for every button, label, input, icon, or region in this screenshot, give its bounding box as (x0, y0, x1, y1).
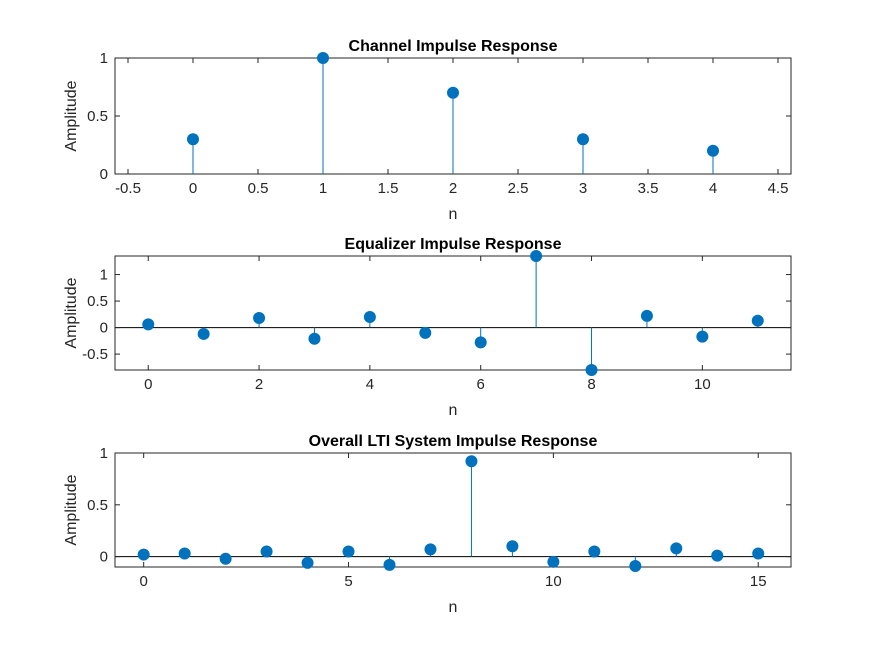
x-axis-label: n (449, 206, 458, 223)
y-tick-label: 0.5 (87, 497, 108, 514)
stem-marker (588, 545, 601, 558)
stem-marker (142, 318, 155, 331)
stem-marker (707, 144, 719, 157)
y-tick-label: 1 (100, 445, 108, 462)
chart-title: Overall LTI System Impulse Response (309, 433, 598, 450)
stem-marker (178, 547, 191, 560)
stem-marker (419, 326, 432, 339)
stem-marker (363, 310, 376, 323)
x-tick-label: 2 (449, 180, 457, 197)
subplot-3: 0 5 10 15 0 0.5 1 Overall LTI System Impulse Re… (63, 433, 792, 616)
stem-marker (424, 543, 437, 556)
stem-marker (629, 559, 642, 572)
x-tick-label: 5 (344, 573, 352, 590)
stem-marker (585, 364, 598, 376)
stem-marker (187, 133, 199, 146)
x-tick-label: 6 (477, 376, 485, 393)
y-tick-label: 0 (100, 166, 108, 183)
y-tick-label: -0.5 (82, 346, 108, 363)
stem-marker (696, 330, 709, 343)
stem-marker (577, 133, 589, 146)
stem-marker (219, 552, 232, 565)
stem-marker (506, 540, 519, 553)
stem-marker (342, 545, 355, 558)
x-tick-label: 1 (319, 180, 327, 197)
stem-marker (317, 52, 329, 64)
stem-marker (383, 558, 396, 571)
chart-title: Equalizer Impulse Response (345, 236, 562, 253)
x-tick-label: 1.5 (378, 180, 399, 197)
stem-marker (751, 314, 764, 327)
x-tick-label: 4 (709, 180, 717, 197)
subplot-1: -0.5 0 0.5 1 1.5 2 2.5 3 3.5 4 4.5 0 0.5 1 Channel Imp… (63, 38, 792, 223)
stem-marker (711, 549, 724, 562)
y-tick-label: 0 (100, 320, 108, 337)
x-axis-label: n (449, 402, 458, 419)
y-tick-label: 1 (100, 50, 108, 67)
stem-marker (253, 312, 266, 325)
stem-marker (137, 548, 150, 561)
x-tick-label: 0 (140, 573, 148, 590)
x-tick-label: 4.5 (768, 180, 789, 197)
stem-marker (530, 250, 543, 262)
x-axis-label: n (449, 599, 458, 616)
stem-marker (197, 327, 210, 340)
y-tick-label: 0 (100, 549, 108, 566)
x-tick-label: 8 (587, 376, 595, 393)
stem-marker (260, 545, 273, 558)
y-axis-label: Amplitude (63, 474, 80, 545)
x-tick-label: 2 (255, 376, 263, 393)
x-tick-label: 0 (144, 376, 152, 393)
x-tick-label: 10 (545, 573, 562, 590)
y-axis-label: Amplitude (63, 277, 80, 348)
y-tick-label: 1 (100, 267, 108, 284)
plot-frame (114, 452, 792, 568)
x-tick-label: 0 (189, 180, 197, 197)
plot-frame (114, 255, 792, 371)
y-tick-label: 0.5 (87, 108, 108, 125)
stem-marker (640, 309, 653, 322)
chart-title: Channel Impulse Response (349, 38, 558, 55)
x-tick-label: 4 (366, 376, 374, 393)
x-tick-label: 2.5 (508, 180, 529, 197)
x-tick-label: 3.5 (638, 180, 659, 197)
stem-marker (465, 455, 478, 468)
x-tick-label: 15 (750, 573, 767, 590)
x-tick-label: 10 (694, 376, 711, 393)
x-tick-label: -0.5 (115, 180, 141, 197)
stem-marker (547, 555, 560, 568)
stem-marker (447, 86, 459, 99)
x-tick-label: 0.5 (248, 180, 269, 197)
y-axis-label: Amplitude (63, 80, 80, 151)
stem-marker (308, 332, 321, 345)
stem-marker (670, 542, 683, 555)
x-tick-label: 3 (579, 180, 587, 197)
stem-marker (474, 336, 487, 349)
subplot-2: 0 2 4 6 8 10 -0.5 0 0.5 1 Equalizer Impulse Respon… (63, 236, 792, 419)
stem-marker (752, 547, 765, 560)
stem-marker (301, 556, 314, 569)
y-tick-label: 0.5 (87, 293, 108, 310)
